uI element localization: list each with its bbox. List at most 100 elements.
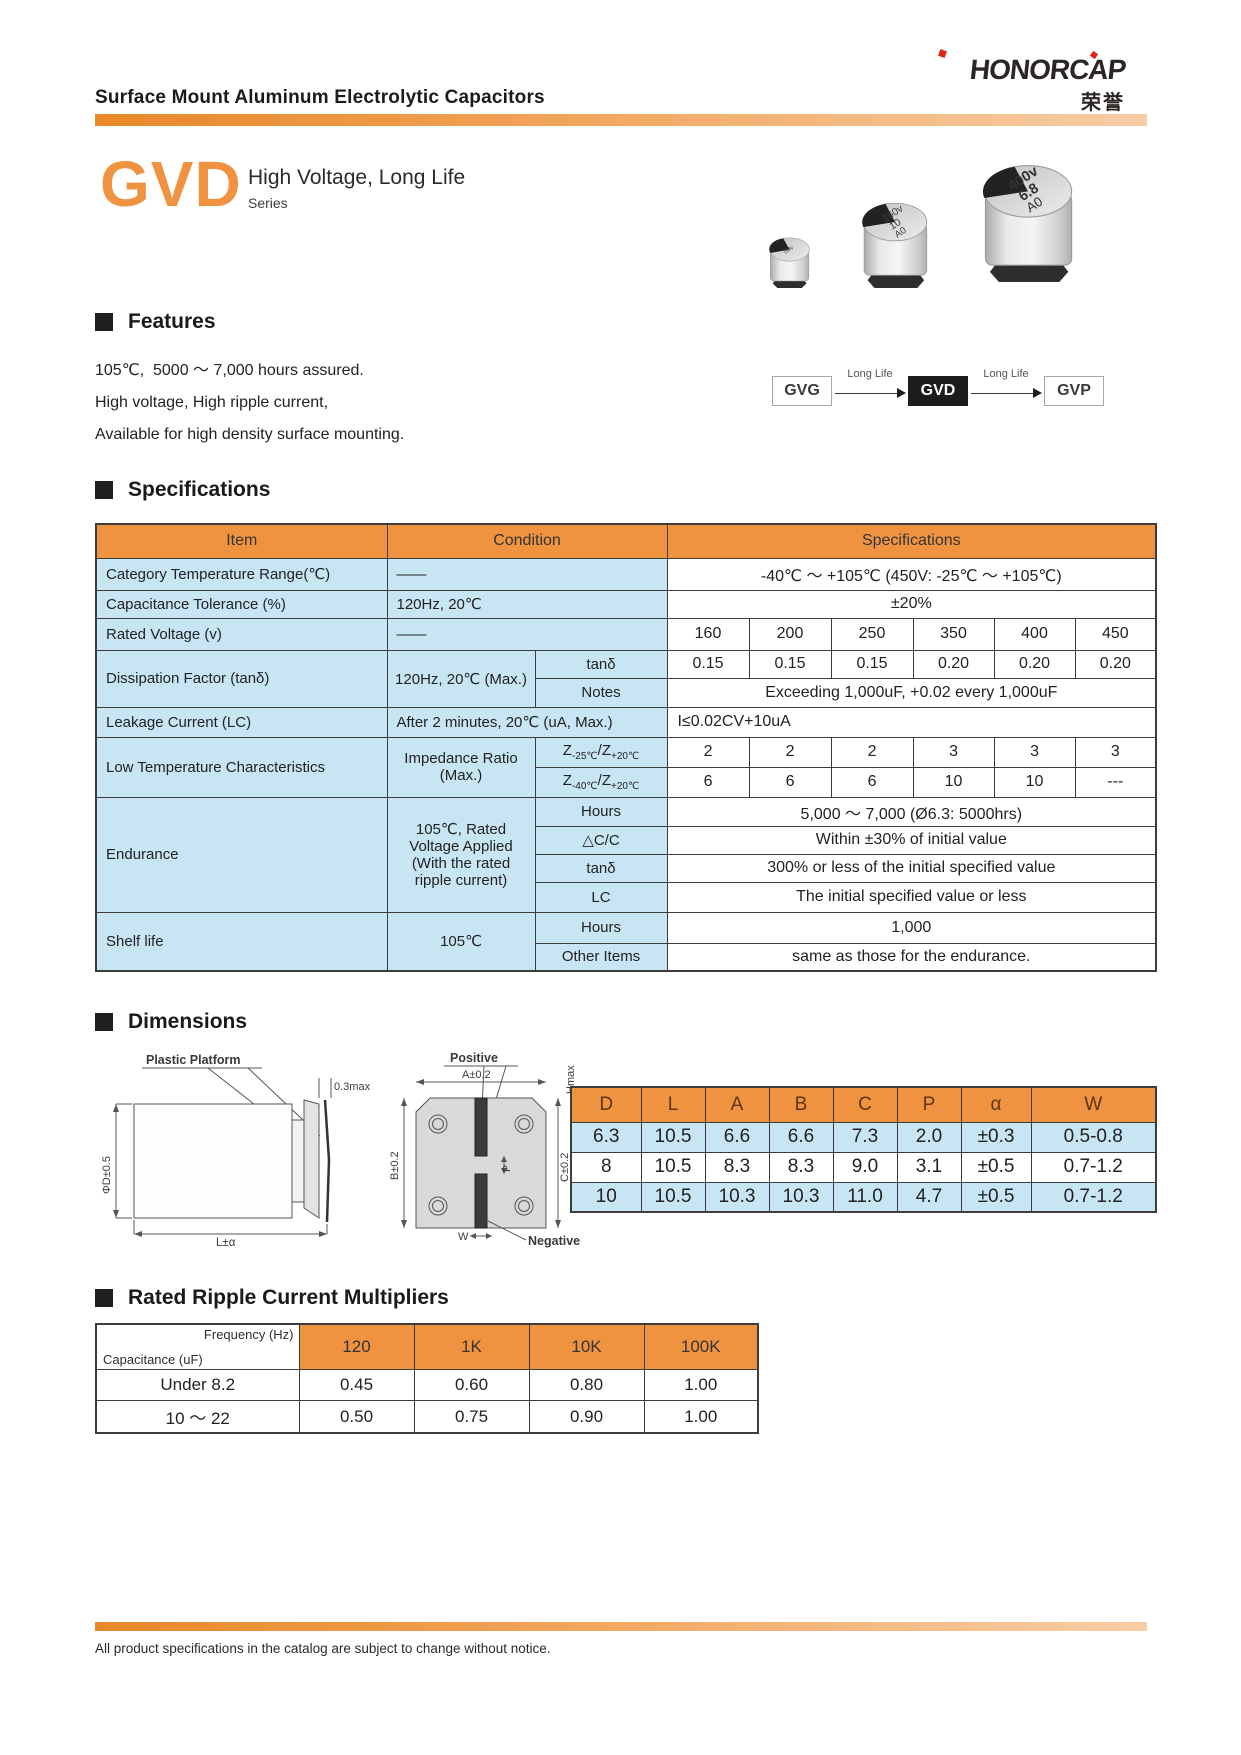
dimensions-table: D L A B C P α W 6.3 10.5 6.6 6.6 7.3 2.0…	[570, 1086, 1157, 1213]
section-bullet-icon	[95, 313, 113, 331]
flow-arrow: Long Life	[832, 366, 908, 406]
label-c-dim: C±0.2	[559, 1153, 571, 1182]
dim-cell: 10	[570, 1181, 642, 1213]
flow-box-gvd: GVD	[908, 376, 968, 406]
voltage-cell: 350	[912, 617, 995, 651]
label-p-dim: P	[501, 1165, 513, 1172]
dim-cell: ±0.3	[960, 1121, 1032, 1153]
specifications-heading: Specifications	[95, 478, 270, 502]
dim-cell: 8.3	[704, 1151, 770, 1183]
voltage-cell: 450	[1074, 617, 1157, 651]
row-label: Dissipation Factor (tanδ)	[95, 649, 388, 708]
dim-header-row: D L A B C P α W	[570, 1086, 1157, 1123]
sub-label-z40: Z-40℃/Z+20℃	[534, 766, 668, 798]
dimensions-heading: Dimensions	[95, 1010, 247, 1034]
ripple-heading-text: Rated Ripple Current Multipliers	[128, 1286, 449, 1309]
dim-cell: 6.6	[768, 1121, 834, 1153]
dim-row-6_3: 6.3 10.5 6.6 6.6 7.3 2.0 ±0.3 0.5-0.8	[570, 1121, 1157, 1153]
spec-row-cap-tolerance: Capacitance Tolerance (%) 120Hz, 20℃ ±20…	[95, 589, 1157, 619]
z-cell: ---	[1074, 766, 1157, 798]
spec-row-dissipation-tan: Dissipation Factor (tanδ) 120Hz, 20℃ (Ma…	[95, 649, 1157, 708]
col-header-specifications: Specifications	[666, 523, 1157, 559]
spec-row-leakage: Leakage Current (LC) After 2 minutes, 20…	[95, 706, 1157, 738]
tan-cell: 0.15	[748, 649, 832, 679]
multiplier-cell: 0.80	[528, 1369, 645, 1401]
arrow-head-icon	[897, 388, 906, 398]
page-title: Surface Mount Aluminum Electrolytic Capa…	[95, 87, 545, 108]
series-code: GVD	[100, 148, 242, 220]
capacitor-photo-medium: 160v 10 A0	[862, 202, 928, 288]
dim-cell: ±0.5	[960, 1181, 1032, 1213]
features-heading: Features	[95, 310, 216, 334]
row-label: Category Temperature Range(℃)	[95, 557, 388, 591]
col-header-condition: Condition	[386, 523, 668, 559]
dim-col-d: D	[570, 1086, 642, 1123]
tan-cell: 0.20	[912, 649, 995, 679]
dim-col-w: W	[1030, 1086, 1157, 1123]
cap-range-label: 10 ～ 22	[95, 1400, 300, 1434]
dim-cell: 0.7-1.2	[1030, 1151, 1157, 1183]
ripple-table: Frequency (Hz) Capacitance (uF) 120 1K 1…	[95, 1323, 759, 1434]
spec-row-endurance-hours: Endurance 105℃, Rated Voltage Applied (W…	[95, 796, 1157, 913]
z-cell: 3	[912, 736, 995, 768]
spec-row-endurance-dcc: △C/C Within ±30% of initial value	[96, 825, 1157, 855]
z-cell: 2	[748, 736, 832, 768]
brand-logo-text: HONORCAP	[968, 54, 1127, 85]
freq-header: 100K	[643, 1323, 759, 1370]
sub-label: △C/C	[534, 825, 668, 855]
flow-arrow: Long Life	[968, 366, 1044, 406]
row-value: 1,000	[666, 911, 1157, 944]
row-value: 5,000 ～ 7,000 (Ø6.3: 5000hrs)	[666, 796, 1157, 827]
features-heading-text: Features	[128, 310, 216, 333]
label-negative: Negative	[528, 1234, 580, 1248]
row-value: Within ±30% of initial value	[666, 825, 1157, 855]
series-label: Series	[248, 195, 288, 211]
row-label: Low Temperature Characteristics	[95, 736, 388, 798]
sub-label: Hours	[534, 796, 668, 827]
feature-line: High voltage, High ripple current,	[95, 394, 329, 411]
ripple-heading: Rated Ripple Current Multipliers	[95, 1286, 449, 1310]
tan-cell: 0.20	[1074, 649, 1157, 679]
row-condition: After 2 minutes, 20℃ (uA, Max.)	[386, 706, 668, 738]
voltage-cell: 160	[666, 617, 750, 651]
dim-cell: 10.5	[640, 1181, 706, 1213]
z-cell: 3	[993, 736, 1076, 768]
feature-line: 105℃, 5000 ～ 7,000 hours assured.	[95, 362, 364, 379]
row-label: Leakage Current (LC)	[95, 706, 388, 738]
ripple-row-under-8_2: Under 8.2 0.45 0.60 0.80 1.00	[95, 1369, 759, 1401]
dimension-drawing-side-view: Plastic Platform 0.3max ΦD±0.5 L±α	[101, 1053, 371, 1248]
multiplier-cell: 0.60	[413, 1369, 530, 1401]
dimension-drawing-bottom-view: Positive A±0.2 Hmax B±0.2 C±0.2 P	[389, 1051, 580, 1248]
specifications-heading-text: Specifications	[128, 478, 271, 501]
corner-frequency-label: Frequency (Hz)	[203, 1327, 294, 1342]
z-cell: 10	[912, 766, 995, 798]
sub-label: tanδ	[534, 853, 668, 883]
row-value: I≤0.02CV+10uA	[666, 706, 1157, 738]
spec-header-row: Item Condition Specifications	[95, 523, 1157, 559]
sub-label-z25: Z-25℃/Z+20℃	[534, 736, 668, 768]
dim-cell: 10.5	[640, 1121, 706, 1153]
row-condition: Impedance Ratio (Max.)	[386, 736, 536, 798]
dim-cell: 10.3	[704, 1181, 770, 1213]
row-value: Exceeding 1,000uF, +0.02 every 1,000uF	[666, 677, 1157, 708]
z-cell: 6	[830, 766, 914, 798]
row-condition: ——	[386, 617, 668, 651]
row-condition: 105℃	[386, 911, 536, 972]
dim-cell: 11.0	[832, 1181, 898, 1213]
dim-col-p: P	[896, 1086, 962, 1123]
arrow-head-icon	[1033, 388, 1042, 398]
freq-header: 120	[298, 1323, 415, 1370]
specifications-table: Item Condition Specifications Category T…	[95, 523, 1158, 972]
freq-header: 1K	[413, 1323, 530, 1370]
cap-medium-marking-code: A0	[892, 224, 908, 239]
z-cell: 10	[993, 766, 1076, 798]
flow-arrow-label: Long Life	[847, 368, 893, 380]
dim-cell: 7.3	[832, 1121, 898, 1153]
feature-line: Available for high density surface mount…	[95, 426, 405, 443]
corner-capacitance-label: Capacitance (uF)	[103, 1352, 203, 1367]
multiplier-cell: 0.90	[528, 1400, 645, 1434]
dim-col-l: L	[640, 1086, 706, 1123]
arrow-line-icon	[971, 392, 1034, 394]
footer-note: All product specifications in the catalo…	[95, 1641, 551, 1656]
multiplier-cell: 1.00	[643, 1369, 759, 1401]
